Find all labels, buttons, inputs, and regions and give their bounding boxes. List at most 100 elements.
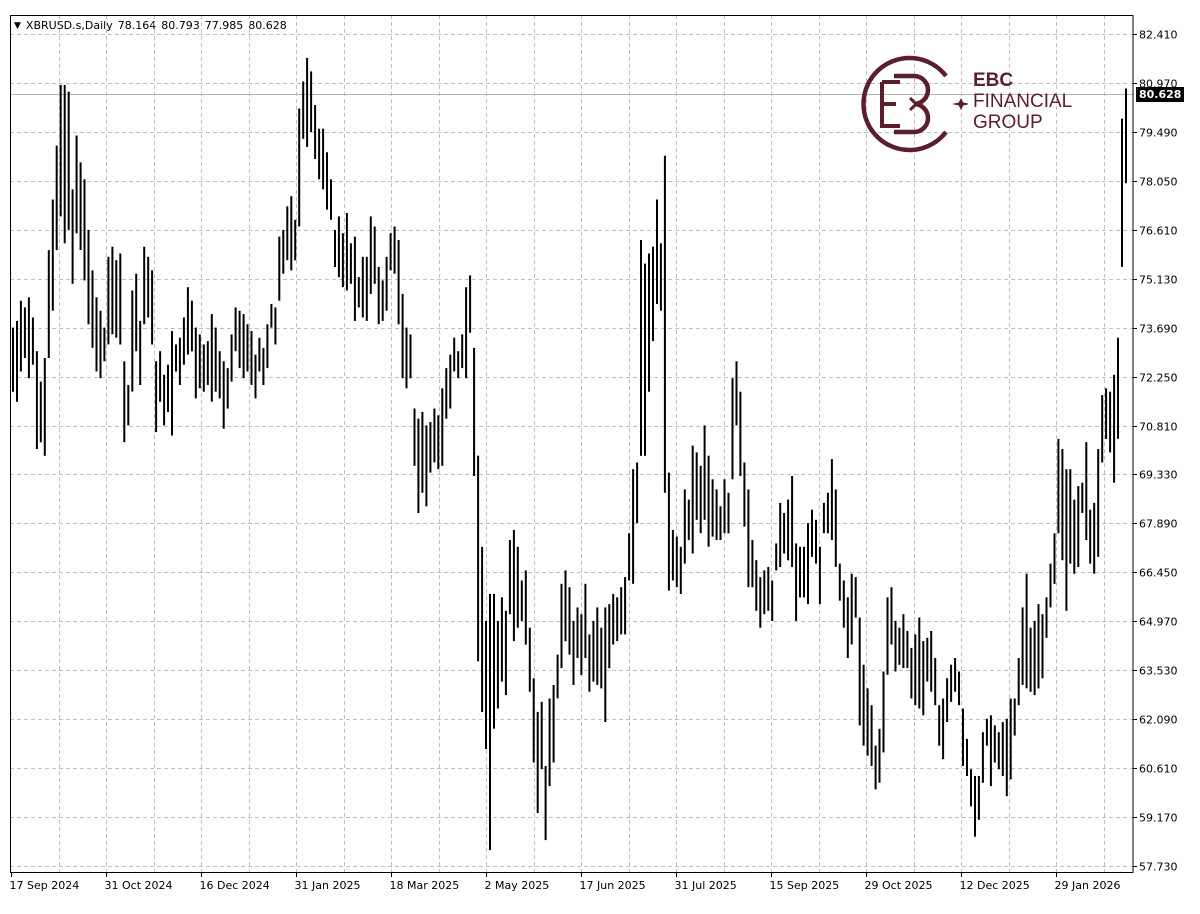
ohlc-bar [194, 327, 197, 399]
ohlc-bar [719, 506, 722, 540]
ohlc-bar [977, 776, 980, 820]
price-tick-label: 72.250 [1139, 372, 1178, 385]
ohlc-bar [791, 476, 794, 567]
ohlc-bar [866, 688, 869, 756]
ohlc-bar [123, 361, 126, 443]
ohlc-bar [675, 536, 678, 588]
ohlc-bar [1013, 698, 1016, 736]
ohlc-bar [842, 580, 845, 628]
ohlc-bar [922, 641, 925, 716]
ohlc-bar [83, 179, 86, 281]
ohlc-bar [890, 587, 893, 645]
ohlc-bar [524, 570, 527, 645]
ohlc-bar [349, 243, 352, 284]
ohlc-bar [1089, 509, 1092, 564]
ohlc-bar [298, 108, 301, 227]
ohlc-bar [703, 425, 706, 520]
ohlc-bar [811, 509, 813, 557]
ohlc-bar [687, 499, 690, 541]
ohlc-bar [548, 698, 551, 787]
ohlc-bar [560, 583, 563, 669]
ohlc-bar [190, 300, 193, 352]
ohlc-bar [508, 540, 511, 615]
ohlc-bar [576, 607, 579, 658]
ohlc-bar [175, 344, 177, 372]
ohlc-bar [981, 732, 984, 783]
ohlc-bar [1065, 469, 1068, 611]
ohlc-bar [679, 546, 682, 594]
ohlc-bar [254, 354, 257, 399]
ohlc-bar [596, 607, 599, 685]
ohlc-bar [202, 344, 205, 392]
ohlc-bar [1041, 614, 1044, 679]
ohlc-bar [67, 91, 70, 230]
ohlc-bar [91, 270, 94, 348]
ohlc-bar [87, 229, 90, 325]
ohlc-bar [290, 196, 293, 271]
ohlc-bar [898, 627, 901, 665]
ohlc-bar [222, 361, 225, 429]
ohlc-bar [707, 455, 710, 547]
ohlc-bar [270, 304, 273, 328]
ohlc-bar [63, 84, 66, 244]
close-value: 80.628 [248, 19, 287, 32]
ohlc-bar [882, 671, 885, 753]
ohlc-bar [870, 705, 873, 766]
ohlc-bar [747, 489, 750, 588]
ohlc-bar [799, 546, 801, 598]
ohlc-bar [437, 415, 440, 470]
ohlc-bar [147, 256, 150, 318]
price-tick-label: 67.890 [1139, 518, 1178, 531]
ohlc-bar [163, 374, 166, 426]
ohlc-bar [167, 364, 169, 412]
ohlc-bar [19, 300, 22, 372]
ohlc-bar [1045, 597, 1048, 638]
ohlc-bar [787, 499, 790, 561]
ohlc-bar [751, 540, 754, 588]
price-tick-label: 82.410 [1139, 29, 1178, 42]
price-tick-label: 78.050 [1139, 176, 1178, 189]
ohlc-bar [345, 213, 348, 291]
ohlc-bar [143, 246, 146, 325]
ohlc-bar [393, 226, 396, 274]
date-tick-label: 31 Jan 2025 [295, 879, 361, 892]
ohlc-bar [461, 334, 464, 369]
dropdown-triangle-icon[interactable]: ▼ [14, 20, 21, 31]
ohlc-bar [616, 597, 619, 642]
ohlc-bar [795, 543, 798, 621]
ohlc-bar [771, 580, 774, 621]
date-tick-label: 15 Sep 2025 [770, 879, 840, 892]
date-tick-label: 17 Jun 2025 [580, 879, 646, 892]
ohlc-bar [946, 678, 949, 722]
ohlc-bar [405, 327, 408, 389]
ohlc-bar [115, 260, 118, 338]
ohlc-bar [250, 331, 253, 385]
ohlc-bar [294, 219, 297, 261]
ohlc-bar [620, 587, 623, 635]
ohlc-bar [353, 236, 356, 321]
price-tick-label: 73.690 [1139, 323, 1178, 336]
ohlc-bar [318, 128, 321, 180]
ohlc-bar [493, 593, 495, 729]
date-tick-label: 2 May 2025 [485, 879, 550, 892]
ohlc-bar [1101, 395, 1104, 463]
ohlc-bar [55, 145, 58, 251]
ohlc-bar [361, 256, 364, 318]
price-tick-label: 76.610 [1139, 225, 1178, 238]
price-tick-label: 59.170 [1139, 812, 1178, 825]
price-tick-label: 66.450 [1139, 567, 1178, 580]
ohlc-bar [858, 617, 861, 726]
ohlc-bar [210, 314, 213, 402]
ohlc-bar [640, 240, 642, 456]
ohlc-bar [624, 577, 627, 635]
low-value: 77.985 [204, 19, 244, 32]
ohlc-bar [1001, 722, 1004, 776]
ohlc-bar [401, 293, 404, 379]
ohlc-bar [465, 287, 468, 379]
ohlc-bar [743, 462, 746, 527]
ohlc-bar [520, 580, 523, 621]
ohlc-bar [43, 358, 46, 456]
ohlc-bar [1093, 502, 1096, 574]
ohlc-bar [286, 206, 289, 261]
